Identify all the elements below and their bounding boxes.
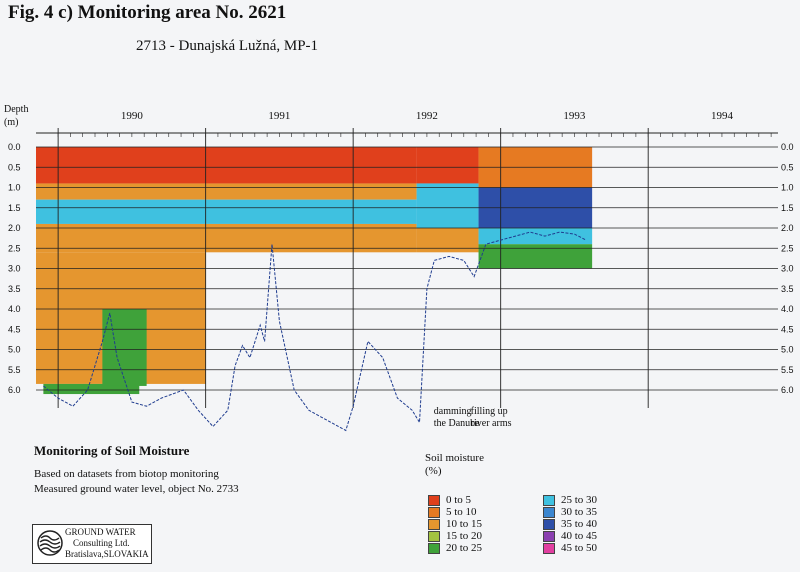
depth-tick-label-right: 3.0 [781, 264, 794, 274]
legend-title-text: Soil moisture [425, 452, 484, 464]
legend-label: 45 to 50 [561, 542, 598, 554]
legend-label: 0 to 5 [446, 494, 472, 506]
legend-swatch [543, 506, 555, 518]
soil-moisture-chart: 0.0 0.0 0.5 0.5 1.0 1.0 1.5 1.5 2.0 2.0 2.5 2.5 3.0 3… [8, 110, 794, 432]
legend-item: 30 to 35 [543, 506, 597, 518]
year-label: 1993 [563, 110, 586, 122]
depth-tick-label-left: 1.0 [8, 183, 21, 193]
depth-tick-label-left: 5.5 [8, 365, 21, 375]
moisture-cell [478, 244, 593, 269]
legend-swatch [428, 494, 440, 506]
depth-tick-label-right: 1.5 [781, 203, 794, 213]
depth-tick-label-right: 0.0 [781, 142, 794, 152]
legend-item: 15 to 20 [428, 530, 482, 542]
legend-swatch [543, 518, 555, 530]
section-description-2: Measured ground water level, object No. … [34, 483, 239, 495]
depth-tick-label-left: 3.0 [8, 264, 21, 274]
legend-item: 45 to 50 [543, 542, 597, 554]
groundwater-level-line [43, 231, 587, 432]
depth-label-text: Depth [4, 104, 29, 115]
year-label: 1992 [416, 110, 438, 122]
year-label: 1991 [268, 110, 290, 122]
depth-tick-label-right: 0.5 [781, 162, 794, 172]
legend-item: 0 to 5 [428, 494, 482, 506]
depth-tick-label-left: 3.5 [8, 284, 21, 294]
annotation-line-2: the Danube [434, 418, 480, 429]
legend-label: 25 to 30 [561, 494, 598, 506]
depth-tick-label-left: 6.0 [8, 385, 21, 395]
legend-label: 35 to 40 [561, 518, 598, 530]
legend-swatch [543, 530, 555, 542]
legend-swatch [543, 494, 555, 506]
depth-tick-label-left: 2.5 [8, 243, 21, 253]
legend-item: 40 to 45 [543, 530, 597, 542]
legend-title: Soil moisture (%) [425, 452, 505, 478]
depth-tick-label-right: 2.5 [781, 243, 794, 253]
legend-label: 30 to 35 [561, 506, 598, 518]
section-title: Monitoring of Soil Moisture [34, 443, 190, 458]
moisture-cell [36, 183, 417, 200]
moisture-cell [416, 228, 479, 253]
depth-tick-label-right: 2.0 [781, 223, 794, 233]
depth-tick-label-left: 0.0 [8, 142, 21, 152]
logo-line-3: Bratislava,SLOVAKIA [65, 549, 149, 559]
depth-tick-label-right: 3.5 [781, 284, 794, 294]
legend-swatch [428, 506, 440, 518]
legend-swatch [428, 530, 440, 542]
moisture-cell [36, 199, 417, 224]
legend-unit-text: (%) [425, 465, 442, 477]
depth-tick-label-right: 1.0 [781, 183, 794, 193]
legend-swatch [428, 542, 440, 554]
figure-title: Fig. 4 c) Monitoring area No. 2621 [8, 2, 287, 23]
depth-axis-label: Depth (m) [4, 103, 28, 129]
depth-tick-label-left: 4.5 [8, 324, 21, 334]
company-logo: GROUND WATER Consulting Ltd. Bratislava,… [32, 524, 152, 564]
moisture-cell [36, 147, 417, 184]
logo-line-2: Consulting Ltd. [73, 538, 130, 548]
moisture-cell [43, 383, 140, 395]
year-label: 1994 [711, 110, 734, 122]
annotation-line-1: filling up [471, 406, 508, 417]
legend-label: 5 to 10 [446, 506, 477, 518]
annotation-line-1: damming [434, 406, 472, 417]
depth-tick-label-right: 5.0 [781, 345, 794, 355]
year-label: 1990 [121, 110, 144, 122]
legend-item: 10 to 15 [428, 518, 482, 530]
depth-tick-label-left: 0.5 [8, 162, 21, 172]
legend-label: 10 to 15 [446, 518, 483, 530]
depth-tick-label-left: 1.5 [8, 203, 21, 213]
figure-subtitle: 2713 - Dunajská Lužná, MP-1 [136, 38, 319, 54]
depth-tick-label-right: 5.5 [781, 365, 794, 375]
depth-tick-label-left: 5.0 [8, 345, 21, 355]
legend-item: 35 to 40 [543, 518, 597, 530]
depth-tick-label-right: 6.0 [781, 385, 794, 395]
section-description-1: Based on datasets from biotop monitoring [34, 468, 219, 480]
legend-label: 40 to 45 [561, 530, 598, 542]
moisture-cell [416, 183, 479, 228]
depth-tick-label-left: 2.0 [8, 223, 21, 233]
moisture-cell [478, 228, 593, 245]
annotation-line-2: river arms [471, 418, 512, 429]
legend-label: 15 to 20 [446, 530, 483, 542]
legend-item: 25 to 30 [543, 494, 597, 506]
depth-unit-text: (m) [4, 117, 19, 128]
legend-item: 5 to 10 [428, 506, 482, 518]
depth-tick-label-right: 4.5 [781, 324, 794, 334]
logo-line-1: GROUND WATER [65, 527, 136, 537]
legend-label: 20 to 25 [446, 542, 483, 554]
depth-tick-label-left: 4.0 [8, 304, 21, 314]
depth-tick-label-right: 4.0 [781, 304, 794, 314]
moisture-cell [102, 309, 147, 386]
legend-swatch [543, 542, 555, 554]
legend-column-2: 25 to 30 30 to 35 35 to 40 40 to 45 45 to 50 [543, 494, 597, 554]
moisture-cell [416, 147, 479, 184]
legend-item: 20 to 25 [428, 542, 482, 554]
wave-logo-icon [37, 530, 63, 556]
legend-swatch [428, 518, 440, 530]
